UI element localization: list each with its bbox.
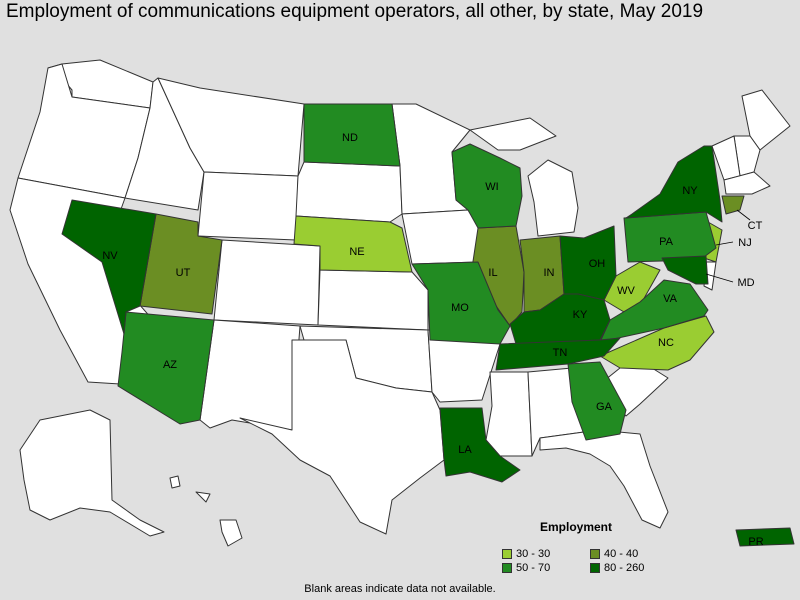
legend-swatch — [502, 563, 512, 573]
state-az — [117, 311, 215, 425]
label-ny: NY — [682, 185, 698, 197]
state-nd — [303, 103, 401, 167]
state-wi — [451, 143, 523, 229]
label-oh: OH — [589, 258, 606, 270]
state-ms — [485, 371, 533, 457]
legend: Employment 30 - 30 40 - 40 50 - 70 80 - … — [502, 520, 702, 576]
state-nv — [61, 199, 157, 335]
legend-swatch — [502, 549, 512, 559]
label-az: AZ — [163, 359, 177, 371]
state-ma — [723, 171, 771, 195]
state-me — [741, 89, 791, 151]
label-mo: MO — [451, 302, 469, 314]
legend-item: 30 - 30 — [502, 548, 550, 560]
legend-item: 40 - 40 — [590, 548, 638, 560]
legend-item: 50 - 70 — [502, 562, 550, 574]
state-ks — [317, 269, 429, 331]
legend-label: 50 - 70 — [516, 562, 551, 574]
state-hi — [169, 475, 243, 547]
label-md: MD — [737, 277, 754, 289]
label-pr: PR — [748, 536, 763, 548]
footnote: Blank areas indicate data not available. — [304, 583, 496, 595]
state-la — [439, 407, 521, 483]
state-co — [213, 239, 321, 326]
state-tn — [495, 337, 621, 371]
legend-label: 40 - 40 — [604, 548, 639, 560]
state-sd — [295, 161, 403, 223]
state-pr — [735, 527, 795, 547]
label-nc: NC — [658, 337, 674, 349]
legend-label: 30 - 30 — [516, 548, 551, 560]
legend-swatch — [590, 549, 600, 559]
legend-swatch — [590, 563, 600, 573]
state-wy — [197, 171, 299, 241]
range-80-260-states — [61, 145, 795, 547]
label-ky: KY — [573, 309, 588, 321]
label-wi: WI — [485, 181, 498, 193]
label-il: IL — [488, 267, 497, 279]
state-nm — [199, 319, 301, 431]
state-tx — [239, 339, 445, 535]
state-ia — [401, 209, 483, 265]
state-md — [661, 255, 709, 285]
state-mo — [411, 261, 511, 345]
state-ny — [625, 145, 723, 223]
label-wv: WV — [617, 285, 635, 297]
label-tn: TN — [553, 347, 568, 359]
state-ne — [293, 215, 413, 273]
no-data-states — [9, 59, 791, 547]
map-title: Employment of communications equipment o… — [6, 1, 704, 22]
range-50-70-states — [117, 103, 717, 441]
state-ak — [19, 409, 165, 537]
state-ct — [721, 195, 745, 215]
legend-item: 80 - 260 — [590, 562, 644, 574]
label-pa: PA — [659, 236, 674, 248]
state-mi — [469, 117, 579, 237]
label-nd: ND — [342, 132, 358, 144]
state-ga — [567, 361, 627, 441]
label-ga: GA — [596, 401, 613, 413]
label-va: VA — [663, 293, 678, 305]
range-40-40-states — [139, 195, 745, 327]
state-fl — [539, 429, 669, 529]
label-leader-lines — [705, 209, 751, 283]
state-va — [599, 279, 709, 343]
label-ne: NE — [349, 246, 364, 258]
label-ct: CT — [748, 220, 763, 232]
label-la: LA — [458, 444, 472, 456]
range-30-30-states — [293, 215, 723, 371]
label-nj: NJ — [738, 237, 751, 249]
legend-label: 80 - 260 — [604, 562, 645, 574]
label-ut: UT — [176, 267, 191, 279]
label-in: IN — [544, 267, 555, 279]
legend-title: Employment — [540, 520, 613, 534]
label-nv: NV — [102, 250, 118, 262]
